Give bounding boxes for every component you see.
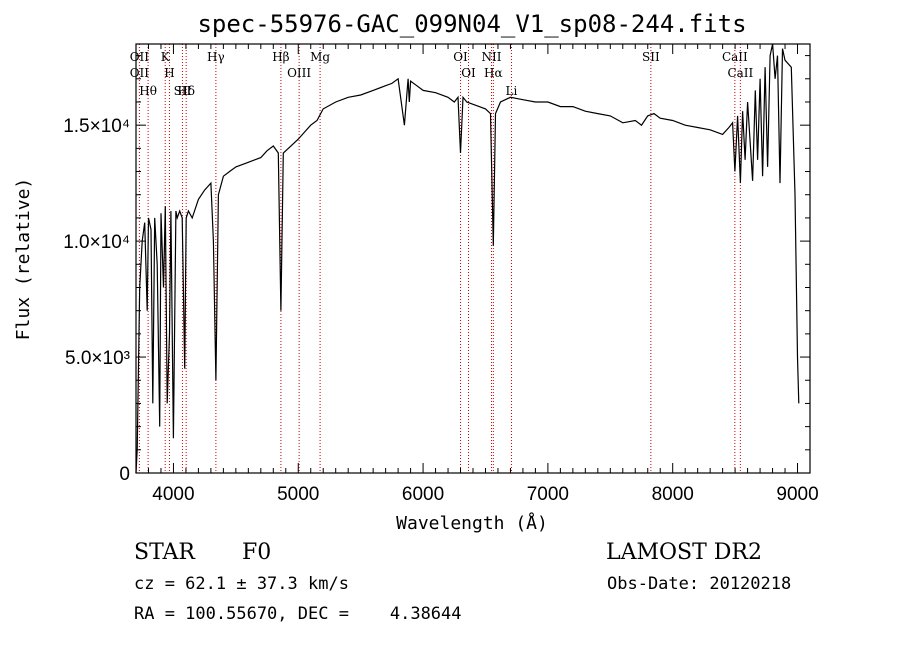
line-marker-label: SII	[642, 50, 660, 64]
x-tick-label: 6000	[402, 484, 444, 505]
line-marker-label: CaII	[727, 66, 753, 80]
line-marker-label: Li	[506, 84, 518, 98]
line-marker-label: OI	[461, 66, 476, 80]
line-marker-label: OII	[130, 66, 150, 80]
object-class: STAR	[134, 540, 195, 565]
line-marker-label: Hα	[484, 66, 503, 80]
line-marker-label: CaII	[722, 50, 748, 64]
line-marker-label: NII	[481, 50, 501, 64]
x-tick-label: 9000	[776, 484, 818, 505]
line-marker-label: Hβ	[272, 50, 289, 64]
chart-title: spec-55976-GAC_099N04_V1_sp08-244.fits	[197, 10, 746, 38]
y-axis-label: Flux (relative)	[13, 178, 34, 341]
x-tick-label: 4000	[152, 484, 194, 505]
line-marker-label: OII	[130, 50, 150, 64]
line-marker-label: H	[164, 66, 174, 80]
line-marker-label: Mg	[310, 50, 330, 64]
line-marker-label: OI	[453, 50, 468, 64]
plot-frame	[135, 43, 811, 474]
spectral-line-markers	[138, 44, 741, 473]
line-marker-label: SII	[174, 84, 192, 98]
coordinates: RA = 100.55670, DEC = 4.38644	[134, 604, 462, 624]
y-axis-ticks: 0 5.0×10³ 1.0×10⁴ 1.5×10⁴	[63, 55, 810, 485]
survey-name: LAMOST DR2	[606, 540, 762, 565]
x-tick-label: 7000	[527, 484, 569, 505]
x-axis-ticks: 4000 5000 6000 7000 8000 9000	[135, 44, 819, 505]
object-subclass: F0	[242, 540, 272, 565]
y-tick-label: 0	[119, 464, 130, 485]
line-marker-label: Hδ	[177, 84, 195, 98]
y-tick-label: 5.0×10³	[65, 348, 130, 369]
x-axis-label: Wavelength (Å)	[396, 512, 548, 534]
line-marker-label: Hθ	[139, 84, 157, 98]
spectrum-series-line	[135, 43, 800, 474]
observation-date: Obs-Date: 20120218	[607, 574, 792, 594]
y-tick-label: 1.5×10⁴	[63, 116, 130, 137]
x-tick-label: 8000	[652, 484, 694, 505]
line-marker-label: OIII	[287, 66, 311, 80]
y-tick-label: 1.0×10⁴	[63, 232, 130, 253]
x-tick-label: 5000	[277, 484, 319, 505]
line-marker-label: K	[161, 50, 171, 64]
redshift-cz: cz = 62.1 ± 37.3 km/s	[134, 574, 349, 594]
line-marker-label: Hγ	[207, 50, 225, 64]
